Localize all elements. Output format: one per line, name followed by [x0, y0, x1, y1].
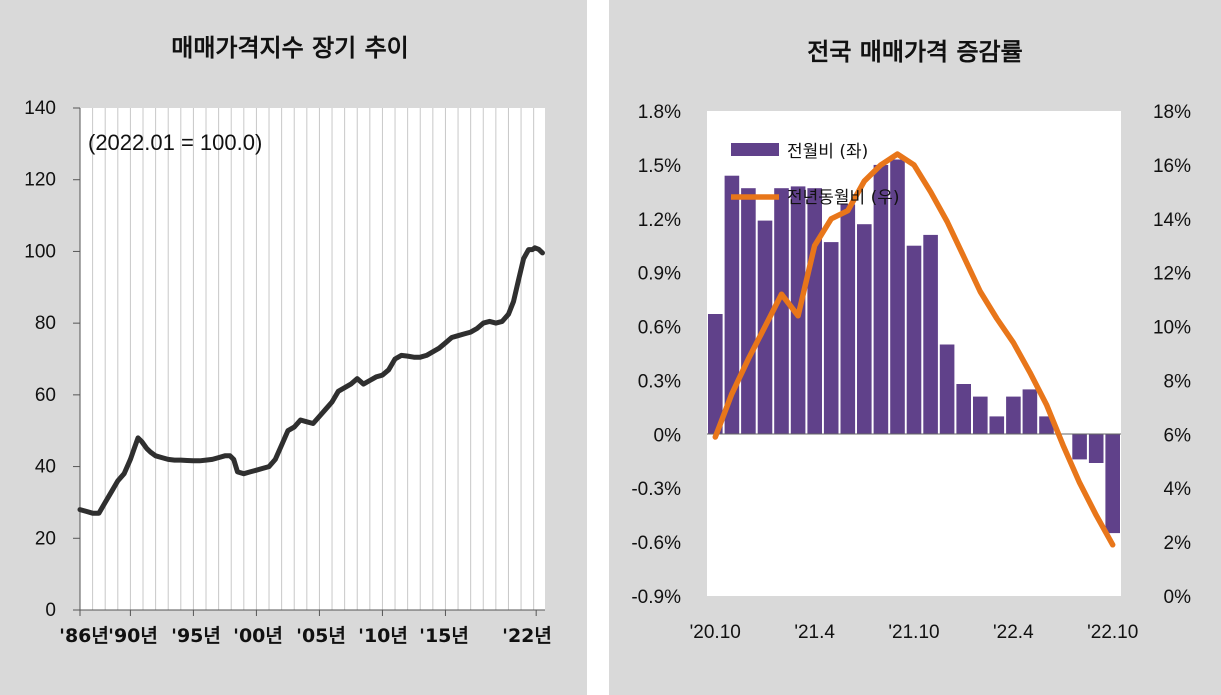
right-chart-left-tick-label: -0.3% [631, 479, 681, 500]
right-chart-x-tick-label: '20.10 [690, 622, 741, 643]
left-y-tick-label: 140 [24, 98, 56, 119]
right-chart-left-tick-label: 0.3% [638, 371, 681, 392]
monthly-change-bar [906, 245, 922, 435]
right-chart-x-tick-label: '21.4 [794, 622, 835, 643]
legend-line-label: 전년동월비 (우) [787, 188, 900, 208]
right-chart-panel: 전국 매매가격 증감률 1.8% 1.5% 1.2% 0.9% 0.6% 0.3% 0% -0… [609, 0, 1221, 695]
right-chart-left-tick-label: 0.9% [638, 264, 681, 285]
right-chart-x-tick-label: '22.4 [993, 622, 1034, 643]
right-chart-right-tick-label: 8% [1164, 371, 1192, 392]
right-chart-x-axis: '20.10 '21.4 '21.10 '22.4 '22.10 [690, 622, 1139, 643]
right-chart-right-tick-label: 2% [1164, 533, 1192, 554]
left-x-tick-label: '00년 [233, 625, 283, 647]
right-chart-left-tick-label: 0.6% [638, 318, 681, 339]
left-x-tick-label: '05년 [296, 625, 346, 647]
left-x-tick-label: '15년 [419, 625, 469, 647]
right-chart-title: 전국 매매가격 증감률 [807, 38, 1022, 66]
right-chart-right-tick-label: 10% [1153, 318, 1191, 339]
monthly-change-bar [923, 234, 938, 435]
left-y-axis: 0 20 40 60 80 100 140 120 [24, 98, 80, 621]
left-y-tick-label: 120 [24, 170, 56, 191]
right-chart-right-tick-label: 0% [1164, 587, 1192, 608]
left-chart-panel: 매매가격지수 장기 추이 0 20 40 60 80 100 140 120 '86년 '90년… [0, 0, 587, 695]
left-x-tick-label: '90년 [108, 625, 158, 647]
right-chart-right-tick-label: 16% [1153, 156, 1191, 177]
left-y-tick-label: 40 [35, 457, 56, 478]
right-chart-x-tick-label: '21.10 [888, 622, 939, 643]
monthly-change-bar [973, 396, 988, 435]
right-chart-left-axis: 1.8% 1.5% 1.2% 0.9% 0.6% 0.3% 0% -0.3% -0.6% -0.9… [631, 102, 681, 608]
right-chart-right-tick-label: 4% [1164, 479, 1192, 500]
monthly-change-bar [873, 164, 889, 435]
monthly-change-bar [774, 188, 789, 435]
monthly-change-bar [939, 344, 955, 435]
right-chart-right-tick-label: 18% [1153, 102, 1191, 123]
left-chart-note: (2022.01 = 100.0) [88, 130, 262, 155]
monthly-change-bar [989, 416, 1005, 435]
monthly-change-bar [823, 242, 839, 435]
monthly-change-bar [956, 384, 971, 435]
right-chart-right-tick-label: 12% [1153, 264, 1191, 285]
legend-bar-label: 전월비 (좌) [787, 142, 868, 162]
right-chart-left-tick-label: -0.6% [631, 533, 681, 554]
left-chart-title: 매매가격지수 장기 추이 [171, 34, 409, 62]
right-chart-svg: 전국 매매가격 증감률 1.8% 1.5% 1.2% 0.9% 0.6% 0.3% 0% -0… [631, 38, 1191, 643]
right-chart-left-tick-label: 0% [654, 425, 682, 446]
left-y-tick-label: 20 [35, 528, 56, 549]
right-chart-left-tick-label: 1.2% [638, 210, 681, 231]
right-chart-right-axis: 18% 16% 14% 12% 10% 8% 6% 4% 2% 0% [1153, 102, 1191, 608]
left-grid [79, 108, 535, 610]
yoy-change-line-series [712, 151, 1116, 548]
monthly-change-bar [1072, 434, 1087, 460]
monthly-change-bar [1022, 389, 1038, 435]
left-x-tick-label: '10년 [358, 625, 408, 647]
monthly-change-bar [890, 159, 905, 435]
right-chart-legend: 전월비 (좌) 전년동월비 (우) [731, 142, 900, 208]
legend-bar-swatch [731, 143, 779, 156]
left-y-tick-label: 0 [45, 600, 56, 621]
right-chart-x-tick-label: '22.10 [1087, 622, 1138, 643]
monthly-change-bar [708, 314, 723, 435]
right-chart-right-tick-label: 6% [1164, 425, 1192, 446]
monthly-change-bar [840, 204, 856, 435]
left-x-tick-label: '22년 [502, 625, 552, 647]
right-chart-left-tick-label: 1.5% [638, 156, 681, 177]
left-x-tick-label: '95년 [171, 625, 221, 647]
right-chart-left-tick-label: 1.8% [638, 102, 681, 123]
left-y-tick-label: 60 [35, 385, 56, 406]
left-x-axis: '86년 '90년 '95년 '00년 '05년 '10년 '15년 '22년 [59, 610, 552, 647]
monthly-change-bar [807, 188, 822, 435]
monthly-change-bar [857, 224, 872, 435]
monthly-change-bar [741, 188, 756, 435]
left-y-tick-label: 100 [24, 241, 56, 262]
index-line-series [77, 245, 545, 516]
left-y-tick-label: 80 [35, 313, 56, 334]
right-chart-right-tick-label: 14% [1153, 210, 1191, 231]
monthly-change-bar [1105, 434, 1120, 534]
left-x-tick-label: '86년 [59, 625, 109, 647]
monthly-change-bar [724, 175, 740, 435]
monthly-change-bar [1006, 396, 1021, 435]
left-chart-svg: 매매가격지수 장기 추이 0 20 40 60 80 100 140 120 '86년 '90년… [24, 34, 552, 647]
left-plot-area [80, 108, 545, 610]
right-chart-left-tick-label: -0.9% [631, 587, 681, 608]
monthly-change-bar [1088, 434, 1104, 463]
